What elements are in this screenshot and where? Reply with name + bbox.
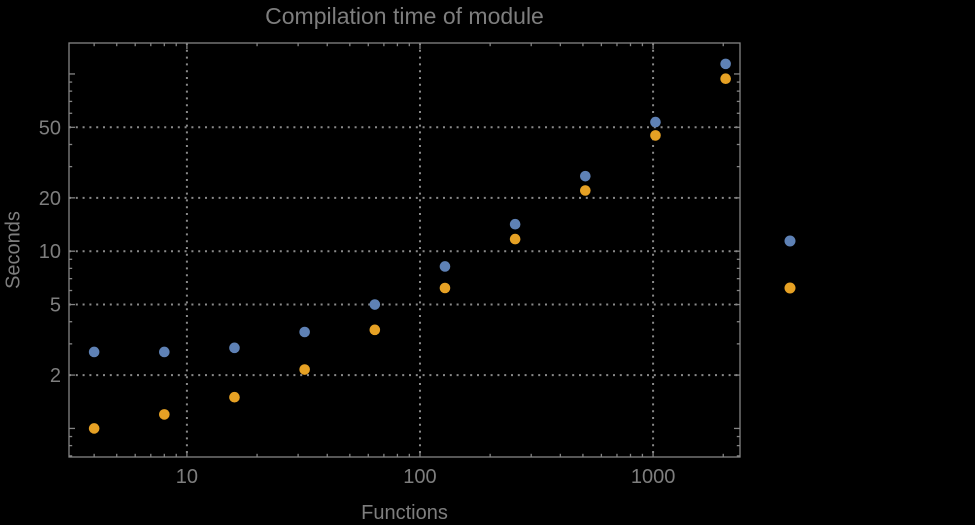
- data-point-series-2-orange-x8: [159, 409, 170, 420]
- x-tick-label-1000: 1000: [631, 466, 676, 488]
- data-point-series-1-blue-x512: [580, 170, 591, 182]
- legend-marker-series-2-orange: [784, 282, 796, 294]
- data-point-series-2-orange-x256: [509, 233, 521, 245]
- data-point-series-2-orange-x64: [369, 324, 381, 336]
- data-point-series-2-orange-x128: [439, 282, 451, 294]
- data-point-series-1-blue-x2048: [720, 58, 731, 70]
- data-point-series-2-orange-x1024: [650, 130, 661, 141]
- x-axis-label: Functions: [361, 502, 448, 524]
- x-tick-label-10: 10: [176, 466, 198, 488]
- chart-title: Compilation time of module: [265, 3, 544, 29]
- data-point-series-1-blue-x16: [229, 342, 240, 354]
- data-point-series-1-blue-x1024: [650, 116, 661, 128]
- data-point-series-1-blue-x4: [88, 346, 100, 358]
- y-tick-label-2: 2: [50, 365, 61, 387]
- data-point-series-2-orange-x4: [88, 423, 100, 434]
- data-point-series-1-blue-x256: [509, 218, 521, 230]
- x-tick-label-100: 100: [403, 466, 436, 488]
- data-point-series-1-blue-x32: [299, 326, 310, 338]
- data-point-series-2-orange-x512: [580, 185, 591, 196]
- y-tick-label-10: 10: [39, 241, 61, 263]
- data-point-series-2-orange-x32: [299, 364, 310, 375]
- y-tick-label-5: 5: [50, 295, 61, 317]
- plot-frame: [68, 42, 741, 458]
- data-point-series-1-blue-x8: [159, 346, 170, 358]
- data-point-series-2-orange-x16: [229, 391, 240, 403]
- data-point-series-1-blue-x128: [439, 261, 451, 272]
- data-point-series-2-orange-x2048: [720, 73, 731, 85]
- y-tick-label-50: 50: [39, 117, 61, 139]
- y-axis-label: Seconds: [2, 211, 25, 289]
- legend-marker-series-1-blue: [784, 235, 796, 247]
- y-tick-label-20: 20: [39, 188, 61, 210]
- data-point-series-1-blue-x64: [369, 299, 381, 310]
